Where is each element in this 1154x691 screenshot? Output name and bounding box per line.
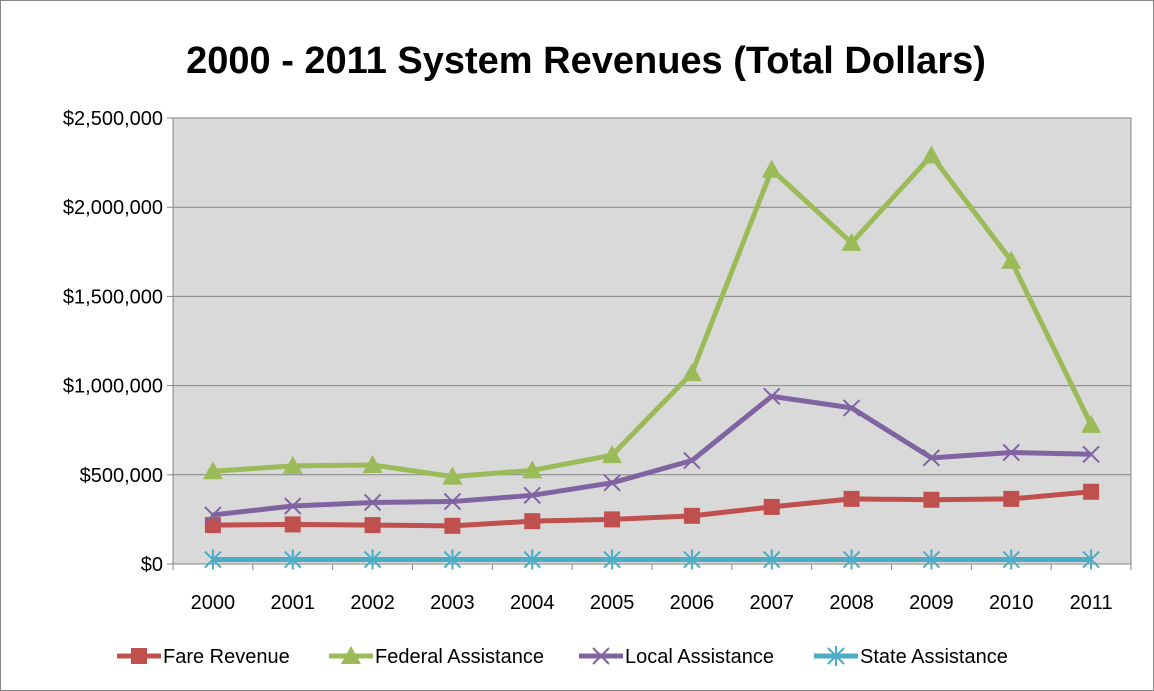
data-point-federal-assistance xyxy=(442,466,463,485)
data-point-federal-assistance xyxy=(841,232,862,251)
data-point-fare-revenue xyxy=(364,517,381,534)
data-point-fare-revenue xyxy=(524,513,541,530)
series-line-fare-revenue xyxy=(212,489,1092,529)
data-point-federal-assistance xyxy=(202,461,223,480)
x-tick-label: 2009 xyxy=(909,592,954,614)
data-point-federal-assistance xyxy=(761,159,782,178)
data-point-fare-revenue xyxy=(284,516,301,533)
data-point-state-assistance xyxy=(443,549,462,570)
x-tick-label: 2007 xyxy=(750,592,795,614)
data-point-fare-revenue xyxy=(1083,483,1100,500)
data-point-state-assistance xyxy=(363,549,382,570)
x-axis: 2000 2001 2002 2003 2004 2005 2006 2007 2008 2009… xyxy=(172,564,1132,614)
data-point-state-assistance xyxy=(1082,549,1100,570)
data-point-federal-assistance xyxy=(1001,250,1022,269)
data-point-local-assistance xyxy=(443,492,462,511)
data-point-local-assistance xyxy=(683,451,701,470)
data-point-fare-revenue xyxy=(444,517,461,534)
legend-marker xyxy=(341,646,361,664)
y-tick-label: $2,000,000 xyxy=(63,197,163,219)
legend-label: Fare Revenue xyxy=(163,646,290,668)
data-point-federal-assistance xyxy=(1081,414,1102,433)
x-tick-label: 2006 xyxy=(670,592,715,614)
data-point-federal-assistance xyxy=(921,145,942,164)
data-point-state-assistance xyxy=(683,549,701,570)
legend-label: Federal Assistance xyxy=(375,646,544,668)
x-tick-label: 2002 xyxy=(350,592,395,614)
series-line-local-assistance xyxy=(212,393,1092,518)
data-point-fare-revenue xyxy=(923,491,940,508)
data-point-local-assistance xyxy=(1002,443,1020,462)
data-point-local-assistance xyxy=(922,449,941,467)
data-point-local-assistance xyxy=(1082,445,1100,463)
x-tick-label: 2008 xyxy=(829,592,874,614)
x-tick-label: 2001 xyxy=(271,592,316,614)
data-point-state-assistance xyxy=(204,549,222,570)
y-tick-label: $1,500,000 xyxy=(63,286,163,308)
data-point-fare-revenue xyxy=(683,507,700,524)
legend-label: Local Assistance xyxy=(625,646,774,668)
plot-area xyxy=(172,117,1132,565)
data-point-fare-revenue xyxy=(763,498,780,515)
data-point-state-assistance xyxy=(842,549,861,570)
x-tick-label: 2011 xyxy=(1070,592,1113,614)
legend-item-state-assistance: State Assistance xyxy=(814,646,1008,668)
data-point-local-assistance xyxy=(363,493,382,512)
x-tick-label: 2005 xyxy=(590,592,635,614)
series-state-assistance xyxy=(204,549,1100,570)
x-tick-label: 2004 xyxy=(510,592,555,614)
series-local-assistance xyxy=(204,387,1100,524)
chart-title: 2000 - 2011 System Revenues (Total Dolla… xyxy=(186,40,986,82)
y-tick-label: $0 xyxy=(141,554,163,576)
series-fare-revenue xyxy=(204,483,1100,534)
data-point-federal-assistance xyxy=(282,455,303,474)
data-point-local-assistance xyxy=(284,497,302,515)
data-point-federal-assistance xyxy=(362,454,383,473)
data-point-fare-revenue xyxy=(843,490,860,507)
legend-marker xyxy=(131,648,147,664)
data-point-federal-assistance xyxy=(602,445,623,464)
legend-item-fare-revenue: Fare Revenue xyxy=(117,646,290,668)
x-tick-label: 2003 xyxy=(430,592,475,614)
data-point-state-assistance xyxy=(284,549,302,570)
data-point-local-assistance xyxy=(523,486,541,505)
data-point-local-assistance xyxy=(603,474,621,492)
data-point-state-assistance xyxy=(1002,549,1020,570)
data-point-fare-revenue xyxy=(1003,490,1020,507)
legend-item-federal-assistance: Federal Assistance xyxy=(329,646,544,668)
series-line-federal-assistance xyxy=(212,152,1094,480)
x-tick-label: 2000 xyxy=(191,592,236,614)
data-point-federal-assistance xyxy=(522,460,543,479)
data-point-fare-revenue xyxy=(604,511,621,528)
legend: Fare Revenue Federal Assistance Local Assi… xyxy=(117,646,1008,668)
series-federal-assistance xyxy=(202,145,1102,485)
y-axis: $0 $500,000 $1,000,000 $1,500,000 $2,000,000… xyxy=(63,108,173,576)
series-layer xyxy=(202,145,1102,570)
data-point-state-assistance xyxy=(922,549,941,570)
data-point-local-assistance xyxy=(763,387,781,406)
y-tick-label: $500,000 xyxy=(80,465,163,487)
legend-item-local-assistance: Local Assistance xyxy=(579,646,774,668)
legend-label: State Assistance xyxy=(860,646,1008,668)
data-point-federal-assistance xyxy=(681,363,702,382)
legend-marker xyxy=(592,647,610,665)
data-point-state-assistance xyxy=(763,549,781,570)
data-point-state-assistance xyxy=(603,549,621,570)
x-tick-label: 2010 xyxy=(989,592,1034,614)
data-point-local-assistance xyxy=(204,506,222,524)
data-point-fare-revenue xyxy=(204,517,221,534)
legend-marker xyxy=(827,646,845,666)
y-tick-label: $1,000,000 xyxy=(63,376,163,398)
y-tick-label: $2,500,000 xyxy=(63,108,163,130)
data-point-local-assistance xyxy=(842,399,861,417)
data-point-state-assistance xyxy=(523,549,541,570)
